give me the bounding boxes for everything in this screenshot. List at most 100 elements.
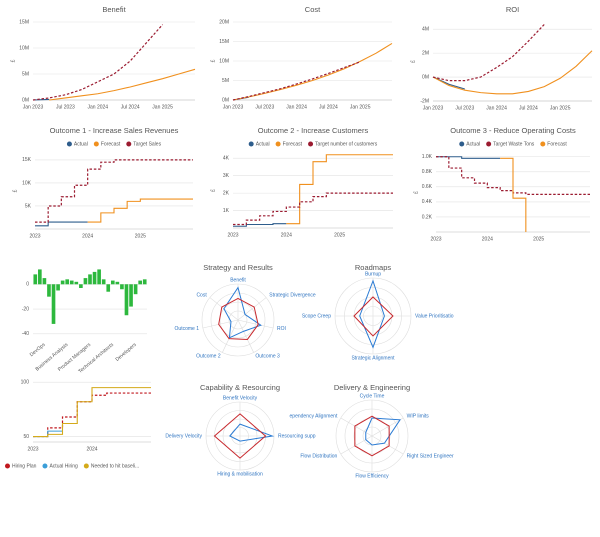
radar-spoke [237,297,267,321]
legend-marker [540,141,546,147]
radar-series [218,297,259,340]
x-tick-label: 2025 [533,236,544,242]
legend-label: Target Sales [133,142,161,148]
x-tick-label: Jan 2025 [152,104,173,110]
bar [97,269,101,285]
y-axis-label: £ [210,59,216,62]
series-line [35,221,88,227]
y-tick-label: 0.4K [422,199,433,205]
legend-label: Target Waste Tons [493,142,535,148]
legend-label: Hiring Plan [12,464,37,470]
legend-marker [83,463,89,469]
radar-series [365,417,401,446]
legend-label: Forecast [283,142,303,148]
x-tick-label: Jul 2023 [455,105,474,111]
y-tick-label: 4M [422,27,429,33]
radar-axis-label: Right Sized Engineer [407,453,454,459]
y-tick-label: 0.2K [422,214,433,220]
bar [83,278,88,285]
legend-label: Actual [74,142,88,148]
y-tick-label: 2M [422,50,429,56]
radar-axis-label: Benefit [230,277,246,283]
radar-axis-label: Cycle Time [360,393,385,399]
y-tick-label: 100 [21,380,30,386]
legend-marker [126,141,132,147]
legend-label: Forecast [101,142,121,148]
x-tick-label: Jan 2025 [550,105,571,111]
x-tick-label: Jul 2024 [121,104,140,110]
y-tick-label: 5K [25,203,32,209]
y-tick-label: 10K [22,180,32,186]
y-tick-label: 3K [223,173,230,179]
radar-axis-label: Strategic Alignment [351,355,395,361]
radar-axis-label: Benefit Velocity [223,395,258,401]
bar [88,274,92,285]
series-line [233,223,287,227]
y-tick-label: 0M [22,97,29,103]
legend-marker [42,463,48,469]
y-tick-label: 10M [19,45,29,51]
bar [142,279,147,285]
y-tick-label: 1K [223,208,230,214]
chart-title: ROI [506,5,519,14]
bar [106,284,111,292]
legend-marker [66,141,72,147]
chart-title: Outcome 2 - Increase Customers [258,126,369,135]
series-line [233,192,393,226]
y-axis-label: £ [413,191,419,194]
legend: Actual Target Waste Tons Forecast [459,141,567,148]
bar [129,284,133,307]
legend-label: Actual [256,142,270,148]
x-tick-label: Jan 2023 [223,104,244,110]
legend-marker [486,141,492,147]
chart-title: Strategy and Results [203,263,273,272]
y-tick-label: -20 [22,306,29,312]
legend-label: Actual Hiring [49,464,78,470]
radar-series [213,413,267,459]
radar-axis-label: WIP limits [407,413,430,419]
y-tick-label: 5M [22,71,29,77]
y-axis-label: £ [410,60,416,63]
legend-label: Actual [466,142,480,148]
radar-spoke [340,417,373,437]
series-line [49,68,196,101]
bar [92,271,97,285]
bar [65,279,70,285]
radar-series [353,296,394,337]
x-tick-label: Jan 2023 [423,105,444,111]
y-tick-label: 0.8K [422,169,433,175]
y-tick-label: 10M [219,58,229,64]
bar [42,278,47,285]
series-line [436,156,590,195]
legend-marker [248,141,254,147]
radar-axis-label: Delivery Velocity [165,433,202,439]
x-tick-label: 2024 [482,236,493,242]
chart-title: Outcome 1 - Increase Sales Revenues [50,126,179,135]
y-tick-label: 50 [23,434,29,440]
radar-axis-label: Cost [196,292,207,298]
bar [60,280,65,285]
radar-axis-label: Strategic Divergence [269,292,316,298]
radar-axis-label: ependency Alignment [290,413,338,419]
bar [69,280,74,285]
legend-label: Target number of customers [315,142,378,148]
x-tick-label: Jan 2023 [23,104,44,110]
legend-marker [459,141,465,147]
series-line [87,198,193,223]
radar-spoke [371,417,404,437]
series-line [436,156,501,159]
y-tick-label: 15M [19,19,29,25]
legend: Hiring Plan Actual Hiring Needed to hit ba… [5,463,139,470]
radar-axis-label: Outcome 3 [255,353,280,359]
series-line [32,24,164,101]
series-line [232,61,361,101]
radar-spoke [202,319,239,329]
legend: Actual Forecast Target number of customers [248,141,378,148]
y-axis-label: £ [210,189,216,192]
x-tick-label: 2023 [227,232,238,238]
legend-marker [5,463,10,469]
radar-axis-label: Outcome 1 [175,326,200,332]
y-tick-label: 0.6K [422,184,433,190]
legend-marker [308,141,314,147]
